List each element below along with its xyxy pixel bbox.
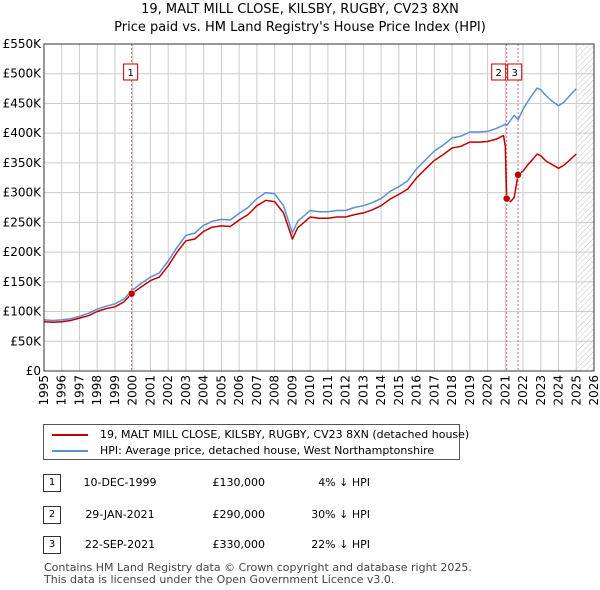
- x-tick-label: 2005: [214, 375, 228, 406]
- transaction-price: £130,000: [212, 476, 266, 489]
- x-tick-label: 2007: [250, 375, 264, 406]
- x-tick-label: 2025: [569, 375, 583, 406]
- y-tick-label: £350K: [3, 156, 43, 170]
- x-tick-label: 2020: [481, 375, 495, 406]
- x-tick-label: 2019: [463, 375, 477, 406]
- y-tick-label: £400K: [3, 126, 43, 140]
- x-tick-label: 2024: [552, 375, 566, 406]
- chart-title: 19, MALT MILL CLOSE, KILSBY, RUGBY, CV23…: [141, 2, 459, 17]
- transaction-price: £330,000: [212, 538, 266, 551]
- transaction-hpi-diff: 4% ↓ HPI: [318, 476, 370, 489]
- footer-licence: This data is licensed under the Open Gov…: [44, 573, 395, 586]
- y-tick-label: £100K: [3, 305, 43, 319]
- table-row: 1 10-DEC-1999 £130,000 4% ↓ HPI: [0, 473, 600, 493]
- sale-label-text: 1: [127, 68, 133, 79]
- x-tick-label: 2021: [498, 375, 512, 406]
- transaction-date: 10-DEC-1999: [83, 476, 157, 489]
- x-tick-label: 2011: [321, 375, 335, 406]
- y-tick-label: £450K: [3, 96, 43, 110]
- transaction-number: 3: [43, 536, 61, 554]
- legend-swatch-hpi: [52, 450, 88, 452]
- price-paid-series-line: [43, 134, 577, 323]
- x-tick-label: 2016: [410, 375, 424, 406]
- y-tick-label: £200K: [3, 245, 43, 259]
- table-row: 3 22-SEP-2021 £330,000 22% ↓ HPI: [0, 535, 600, 555]
- y-tick-label: £300K: [3, 186, 43, 200]
- plot-frame: [43, 43, 595, 372]
- x-tick-label: 2026: [587, 375, 600, 406]
- transaction-number: 2: [43, 506, 61, 524]
- y-tick-label: £250K: [3, 215, 43, 229]
- x-tick-label: 2015: [392, 375, 406, 406]
- x-tick-label: 1998: [90, 375, 104, 406]
- sale-label-box: [507, 63, 523, 81]
- x-tick-label: 2017: [427, 375, 441, 406]
- plot-area: [44, 44, 594, 371]
- x-tick-label: 1997: [72, 375, 86, 406]
- y-tick-label: £0: [26, 364, 41, 378]
- transaction-hpi-diff: 30% ↓ HPI: [311, 508, 370, 521]
- sale-point: [502, 194, 511, 203]
- transaction-number: 1: [43, 474, 61, 492]
- footer-copyright: Contains HM Land Registry data © Crown c…: [44, 561, 472, 574]
- x-tick-label: 2001: [143, 375, 157, 406]
- transaction-date: 22-SEP-2021: [84, 538, 156, 551]
- table-row: 2 29-JAN-2021 £290,000 30% ↓ HPI: [0, 505, 600, 525]
- x-tick-label: 2003: [179, 375, 193, 406]
- sale-point: [127, 289, 136, 298]
- x-tick-label: 1999: [108, 375, 122, 406]
- transaction-hpi-diff: 22% ↓ HPI: [311, 538, 370, 551]
- transaction-price: £290,000: [212, 508, 266, 521]
- x-tick-label: 2000: [126, 375, 140, 406]
- legend-swatch-property: [52, 434, 88, 436]
- chart-subtitle: Price paid vs. HM Land Registry's House …: [114, 20, 486, 35]
- hpi-series-line: [43, 87, 577, 322]
- legend-label-property: 19, MALT MILL CLOSE, KILSBY, RUGBY, CV23…: [100, 428, 470, 441]
- x-tick-label: 2006: [232, 375, 246, 406]
- sale-label-box: [491, 63, 507, 81]
- x-tick-label: 2008: [268, 375, 282, 406]
- x-tick-label: 1995: [37, 375, 51, 406]
- x-tick-label: 2023: [534, 375, 548, 406]
- sale-point: [514, 171, 522, 179]
- x-tick-label: 2004: [197, 375, 211, 406]
- x-tick-label: 1996: [55, 375, 69, 406]
- x-tick-label: 2014: [374, 375, 388, 406]
- y-tick-label: £500K: [3, 67, 43, 81]
- forecast-hatch: [577, 44, 594, 371]
- y-tick-label: £50K: [10, 334, 42, 348]
- x-tick-label: 2022: [516, 375, 530, 406]
- sale-label-text: 2: [496, 68, 502, 79]
- x-tick-label: 2002: [161, 375, 175, 406]
- transaction-date: 29-JAN-2021: [85, 508, 155, 521]
- y-tick-label: £550K: [3, 37, 43, 51]
- x-tick-label: 2012: [339, 375, 353, 406]
- x-tick-label: 2018: [445, 375, 459, 406]
- price-chart: £0 £50K £100K £150K £200K £250K £300K £350K £400…: [3, 37, 600, 406]
- y-tick-label: £150K: [3, 275, 43, 289]
- x-tick-label: 2013: [356, 375, 370, 406]
- sale-label-text: 3: [512, 68, 518, 79]
- legend: 19, MALT MILL CLOSE, KILSBY, RUGBY, CV23…: [43, 424, 469, 460]
- sale-label-box: [123, 63, 139, 81]
- x-tick-label: 2010: [303, 375, 317, 406]
- x-tick-label: 2009: [285, 375, 299, 406]
- legend-label-hpi: HPI: Average price, detached house, West…: [100, 444, 435, 457]
